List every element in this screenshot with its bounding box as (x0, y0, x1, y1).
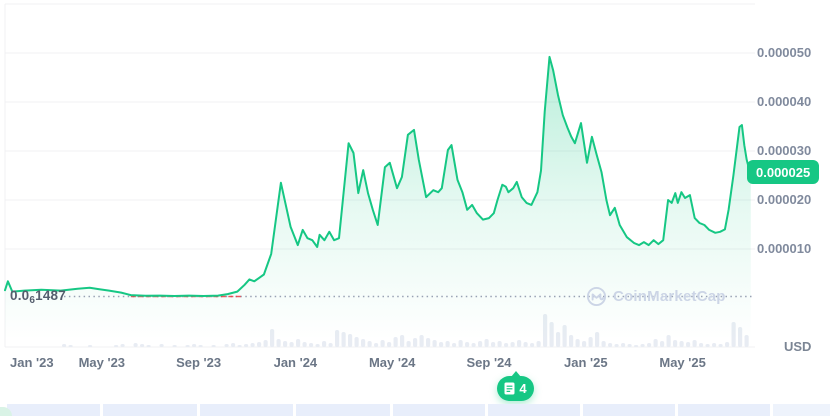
partial-table-cell (678, 404, 770, 416)
x-axis-tick-label: Sep '23 (176, 355, 222, 370)
partial-table-cell (488, 404, 580, 416)
x-axis-tick-label: May '24 (368, 355, 416, 370)
currency-unit-label: USD (784, 339, 812, 354)
baseline-price-digits: 1487 (35, 288, 66, 303)
partial-table-cell (103, 404, 197, 416)
news-document-icon (504, 382, 515, 395)
coinmarketcap-logo-icon (586, 286, 607, 307)
baseline-price-label: 0.061487 (10, 288, 66, 306)
corner-sliver (0, 407, 12, 416)
x-axis-tick-label: Jan '23 (10, 355, 54, 370)
x-axis-tick-label: May '25 (659, 355, 706, 370)
baseline-price-prefix: 0.0 (10, 288, 30, 303)
x-axis-tick-label: Sep '24 (466, 355, 512, 370)
coinmarketcap-watermark: CoinMarketCap (586, 286, 726, 307)
watermark-text: CoinMarketCap (613, 288, 726, 305)
partial-table-cell (296, 404, 390, 416)
y-axis-tick-label: 0.000010 (757, 241, 812, 256)
news-annotation-badge[interactable]: 4 (497, 371, 534, 401)
partial-table-cell (393, 404, 485, 416)
x-axis-tick-label: May '23 (78, 355, 126, 370)
y-axis-tick-label: 0.000020 (757, 192, 812, 207)
news-count: 4 (519, 381, 527, 396)
y-axis-tick-label: 0.000050 (757, 45, 812, 60)
partial-table-cell (773, 404, 830, 416)
current-price-badge: 0.000025 (747, 160, 820, 184)
y-axis-tick-label: 0.000040 (757, 94, 812, 109)
partial-table-cell (200, 404, 293, 416)
baseline-price-subscript: 6 (29, 295, 36, 306)
x-axis-tick-label: Jan '24 (273, 355, 318, 370)
partial-table-row (0, 404, 834, 416)
partial-table-cell (7, 404, 100, 416)
y-axis-tick-label: 0.000030 (757, 143, 812, 158)
partial-table-cell (583, 404, 675, 416)
price-line (4, 55, 752, 297)
x-axis-tick-label: Jan '25 (564, 355, 608, 370)
